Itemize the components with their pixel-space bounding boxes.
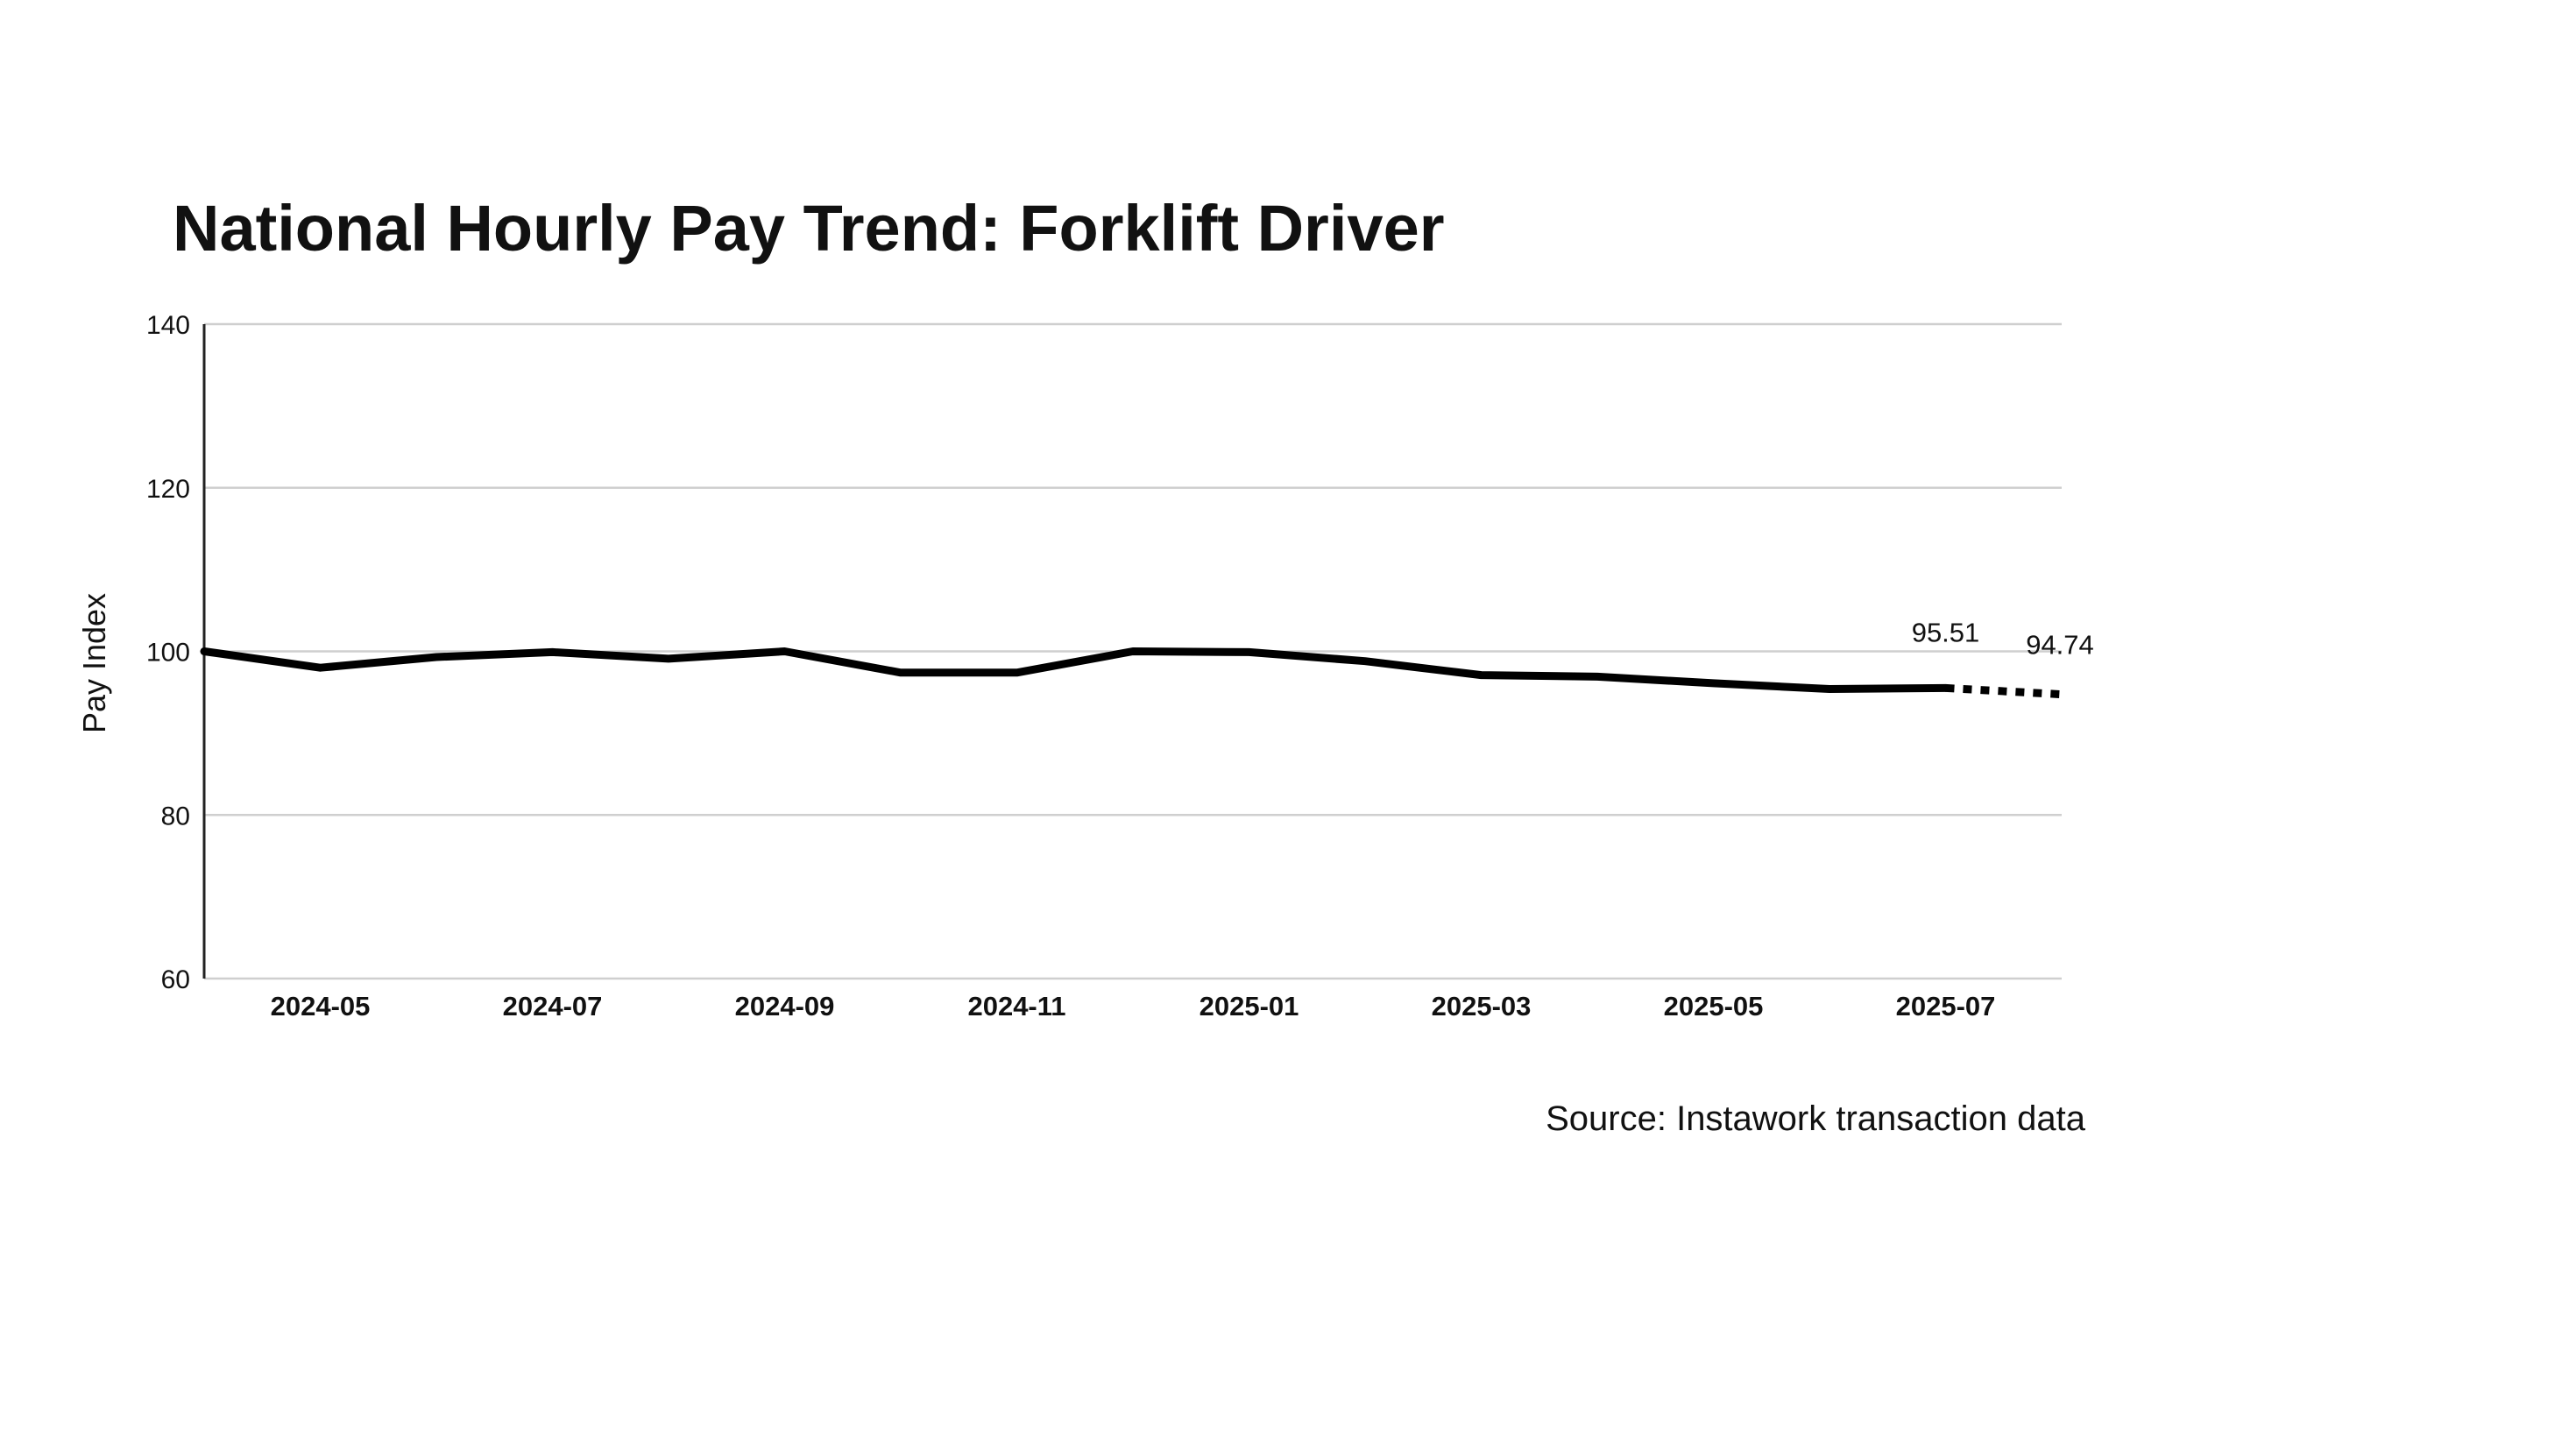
x-tick-label: 2024-11 — [967, 991, 1065, 1021]
value-labels: 95.51 94.74 — [1912, 617, 2094, 660]
y-tick-label: 60 — [161, 965, 190, 994]
x-tick-label: 2024-05 — [271, 991, 371, 1021]
y-tick-label: 100 — [146, 639, 190, 668]
y-axis-label: Pay Index — [76, 593, 112, 733]
x-tick-label: 2024-09 — [735, 991, 835, 1021]
x-tick-label: 2025-03 — [1432, 991, 1532, 1021]
source-note: Source: Instawork transaction data — [1546, 1099, 2086, 1138]
y-tick-labels: 60 80 100 120 140 — [146, 311, 190, 994]
value-label: 94.74 — [2026, 630, 2094, 661]
value-label: 95.51 — [1912, 617, 1980, 647]
chart-title: National Hourly Pay Trend: Forklift Driv… — [173, 192, 1445, 265]
x-tick-labels: 2024-05 2024-07 2024-09 2024-11 2025-01 2025-… — [271, 991, 1996, 1021]
x-tick-label: 2025-05 — [1664, 991, 1764, 1021]
x-tick-label: 2025-01 — [1200, 991, 1299, 1021]
y-tick-label: 80 — [161, 802, 190, 831]
x-tick-label: 2025-07 — [1896, 991, 1996, 1021]
series-lines — [200, 647, 2063, 699]
y-tick-label: 140 — [146, 311, 190, 340]
forecast-line — [1945, 683, 2063, 699]
pay-index-line — [200, 647, 1950, 693]
x-tick-label: 2024-07 — [503, 991, 603, 1021]
y-tick-label: 120 — [146, 475, 190, 504]
